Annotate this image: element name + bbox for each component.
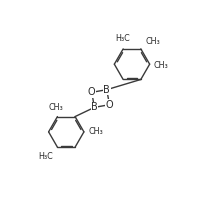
Text: O: O (88, 87, 96, 97)
Text: O: O (106, 100, 113, 110)
Text: B: B (103, 85, 110, 95)
Text: B: B (91, 102, 98, 112)
Text: H₃C: H₃C (115, 34, 130, 43)
Text: CH₃: CH₃ (48, 103, 63, 112)
Text: CH₃: CH₃ (154, 61, 169, 70)
Text: CH₃: CH₃ (88, 127, 103, 136)
Text: CH₃: CH₃ (145, 37, 160, 46)
Text: H₃C: H₃C (38, 152, 53, 161)
